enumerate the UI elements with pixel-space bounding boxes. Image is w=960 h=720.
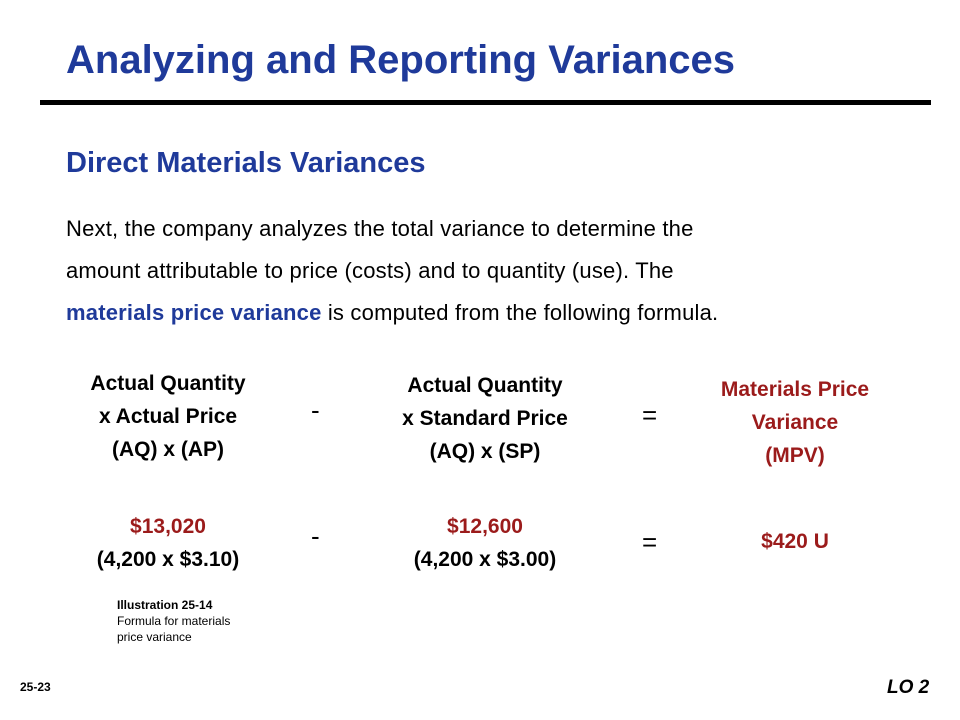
formula-col2-line-3: (AQ) x (SP) — [429, 440, 541, 463]
caption-line-1: Formula for materials — [117, 614, 231, 628]
paragraph-line-2: amount attributable to price (costs) and… — [66, 258, 674, 283]
learning-objective-tag: LO 2 — [887, 677, 930, 698]
formula-actual-cost: Actual Quantity x Actual Price (AQ) x (A… — [58, 367, 278, 466]
caption-line-2: price variance — [117, 630, 192, 644]
illustration-caption: Illustration 25-14 Formula for materials… — [117, 597, 230, 645]
value-col1-calc: (4,200 x $3.10) — [96, 548, 240, 571]
values-minus-sign: - — [311, 521, 320, 551]
title-divider — [40, 100, 931, 105]
caption-title: Illustration 25-14 — [117, 598, 213, 612]
value-result: $420 U — [761, 530, 829, 553]
formula-col2-line-2: x Standard Price — [402, 407, 568, 430]
formula-minus-sign: - — [311, 395, 320, 425]
highlight-term: materials price variance — [66, 300, 322, 325]
paragraph-line-1: Next, the company analyzes the total var… — [66, 216, 694, 241]
formula-equals-sign: = — [642, 400, 658, 430]
formula-col1-line-1: Actual Quantity — [90, 372, 246, 395]
formula-col3-line-2: Variance — [751, 411, 839, 434]
slide-title: Analyzing and Reporting Variances — [66, 38, 736, 82]
value-col1-amount: $13,020 — [130, 515, 206, 538]
values-equals-sign: = — [642, 527, 658, 557]
formula-col3-line-1: Materials Price — [720, 378, 870, 401]
slide-number: 25-23 — [20, 680, 51, 694]
paragraph-line-3-rest: is computed from the following formula. — [321, 300, 719, 325]
value-actual-cost: $13,020 (4,200 x $3.10) — [58, 510, 278, 576]
formula-col1-line-2: x Actual Price — [98, 405, 238, 428]
formula-standard-cost: Actual Quantity x Standard Price (AQ) x … — [360, 369, 610, 468]
paragraph-line-3: materials price variance is computed fro… — [66, 292, 926, 334]
value-standard-cost: $12,600 (4,200 x $3.00) — [360, 510, 610, 576]
formula-col2-line-1: Actual Quantity — [407, 374, 563, 397]
formula-col3-line-3: (MPV) — [765, 444, 825, 467]
value-mpv-result: $420 U — [680, 525, 910, 558]
section-heading: Direct Materials Variances — [66, 147, 426, 179]
formula-mpv: Materials Price Variance (MPV) — [680, 373, 910, 472]
value-col2-calc: (4,200 x $3.00) — [413, 548, 557, 571]
intro-paragraph: Next, the company analyzes the total var… — [66, 208, 926, 334]
value-col2-amount: $12,600 — [447, 515, 523, 538]
formula-col1-line-3: (AQ) x (AP) — [112, 438, 224, 461]
